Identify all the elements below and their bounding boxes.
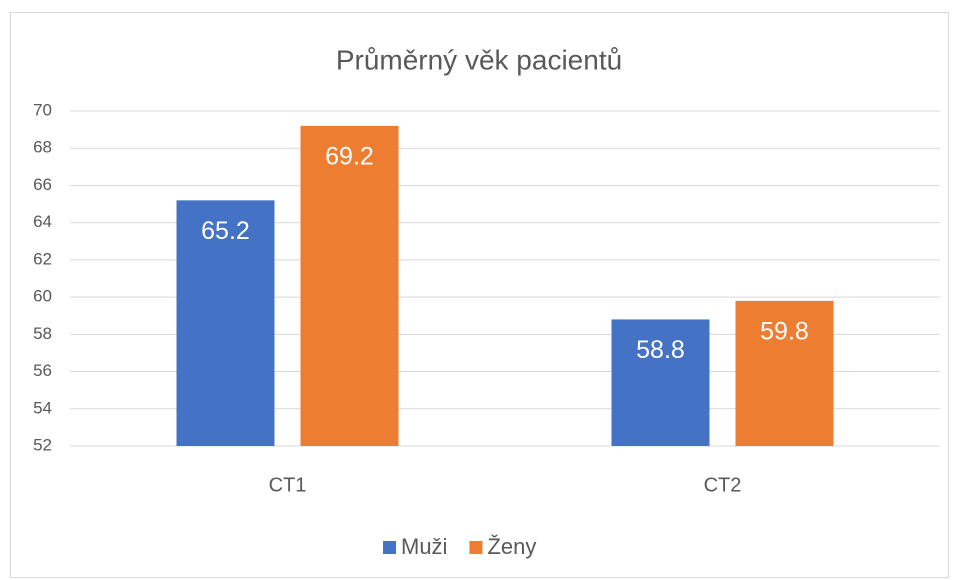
x-tick-label: CT1 (269, 474, 307, 496)
data-label: 69.2 (325, 142, 374, 170)
bar (735, 300, 834, 446)
y-tick-label: 56 (33, 361, 52, 380)
data-label: 65.2 (201, 217, 250, 245)
x-tick-label: CT2 (704, 474, 742, 496)
y-tick-label: 68 (33, 138, 52, 157)
y-tick-label: 62 (33, 249, 52, 268)
y-tick-label: 54 (33, 398, 52, 417)
data-label: 58.8 (636, 336, 685, 364)
legend-label: Ženy (487, 534, 536, 559)
chart-title: Průměrný věk pacientů (336, 44, 622, 75)
legend-swatch (383, 541, 396, 554)
bar (176, 200, 275, 446)
y-tick-label: 58 (33, 324, 52, 343)
legend-label: Muži (401, 534, 447, 559)
data-label: 59.8 (760, 317, 809, 345)
bar (611, 319, 710, 446)
y-tick-label: 64 (33, 212, 52, 231)
bar (300, 125, 399, 446)
y-tick-label: 52 (33, 435, 52, 454)
y-tick-label: 70 (33, 100, 52, 119)
y-tick-label: 60 (33, 287, 52, 306)
y-tick-label: 66 (33, 175, 52, 194)
legend-swatch (469, 541, 483, 554)
chart-border (10, 12, 949, 578)
